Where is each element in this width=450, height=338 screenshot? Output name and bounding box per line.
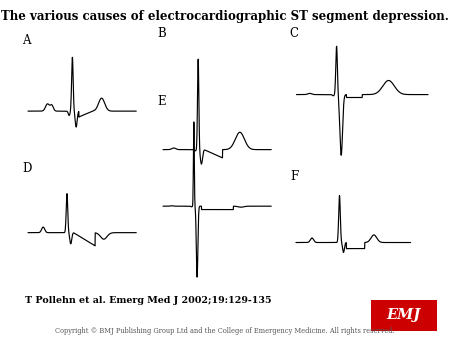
Text: T Pollehn et al. Emerg Med J 2002;19:129-135: T Pollehn et al. Emerg Med J 2002;19:129…: [25, 296, 271, 305]
Text: EMJ: EMJ: [387, 308, 421, 322]
Text: B: B: [158, 27, 166, 40]
Text: F: F: [290, 170, 298, 183]
Text: C: C: [290, 27, 299, 40]
Text: D: D: [22, 163, 32, 175]
Text: A: A: [22, 33, 31, 47]
Text: E: E: [158, 95, 166, 108]
Text: Copyright © BMJ Publishing Group Ltd and the College of Emergency Medicine. All : Copyright © BMJ Publishing Group Ltd and…: [55, 327, 395, 335]
Text: The various causes of electrocardiographic ST segment depression.: The various causes of electrocardiograph…: [1, 10, 449, 23]
